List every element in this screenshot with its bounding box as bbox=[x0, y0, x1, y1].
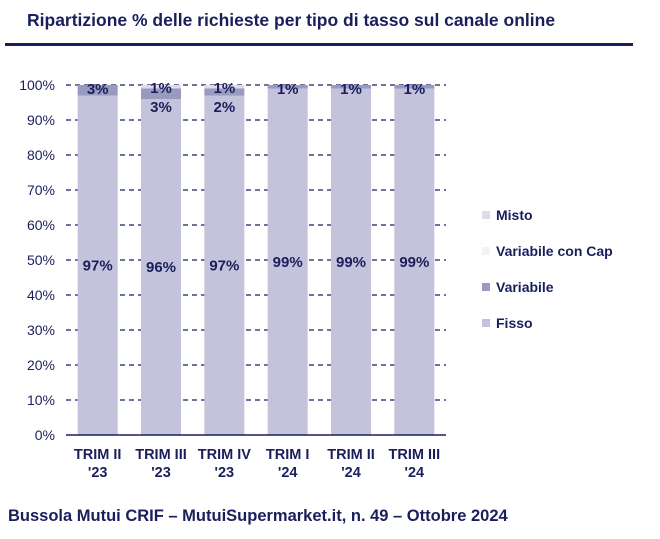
bar-segment-variabile bbox=[267, 85, 308, 89]
legend-item: Variabile con Cap bbox=[482, 242, 613, 260]
data-label-fisso: 99% bbox=[336, 254, 366, 271]
y-tick-label: 60% bbox=[27, 217, 55, 233]
bar-segment-fisso bbox=[141, 99, 181, 435]
y-tick-label: 40% bbox=[27, 287, 55, 303]
y-tick-label: 70% bbox=[27, 182, 55, 198]
x-category-label: TRIM III bbox=[135, 447, 187, 463]
y-tick-label: 80% bbox=[27, 147, 55, 163]
legend-item: Misto bbox=[482, 206, 533, 224]
bar-segment-variabile bbox=[204, 88, 245, 96]
data-label-fisso: 97% bbox=[209, 257, 239, 274]
data-label-fisso: 96% bbox=[146, 259, 176, 276]
x-category-label: TRIM I bbox=[266, 447, 310, 463]
y-tick-label: 20% bbox=[27, 357, 55, 373]
y-tick-label: 50% bbox=[27, 252, 55, 268]
bar-segment-fisso bbox=[394, 88, 435, 435]
bar-segment-variabile bbox=[141, 88, 181, 99]
y-tick-label: 0% bbox=[35, 427, 55, 443]
title-rule bbox=[5, 43, 633, 46]
bar-segment-variabile bbox=[77, 85, 118, 96]
data-label-variabile: 1% bbox=[277, 81, 299, 98]
legend-label: Variabile con Cap bbox=[496, 243, 613, 259]
y-tick-label: 10% bbox=[27, 392, 55, 408]
footer-source: Bussola Mutui CRIF – MutuiSupermarket.it… bbox=[8, 507, 508, 525]
x-category-label: '24 bbox=[278, 465, 298, 481]
legend-item: Variabile bbox=[482, 278, 554, 296]
data-label-variabile: 3% bbox=[87, 81, 109, 98]
legend-label: Fisso bbox=[496, 315, 533, 331]
x-category-label: TRIM IV bbox=[198, 447, 251, 463]
x-category-label: '23 bbox=[151, 465, 171, 481]
bar-segment-fisso bbox=[204, 95, 245, 435]
data-label-fisso: 99% bbox=[399, 254, 429, 271]
bar-segment-misto bbox=[141, 85, 181, 89]
x-category-label: TRIM II bbox=[74, 447, 122, 463]
data-label-fisso: 99% bbox=[273, 254, 303, 271]
legend-label: Misto bbox=[496, 207, 533, 223]
data-label-misto: 1% bbox=[213, 80, 235, 97]
data-label-fisso: 97% bbox=[83, 257, 113, 274]
chart-title: Ripartizione % delle richieste per tipo … bbox=[27, 10, 556, 30]
x-category-label: TRIM II bbox=[327, 447, 375, 463]
bar-segment-variabile bbox=[394, 85, 435, 89]
stacked-bar-chart: 0% 10% 20% 30% 40% 50% 60% 70% 80% 90% 100% 97% 3% TR… bbox=[19, 77, 446, 481]
data-label-misto: 1% bbox=[150, 80, 172, 97]
x-category-label: '24 bbox=[341, 465, 361, 481]
data-label-variabile: 3% bbox=[150, 99, 172, 116]
legend-swatch bbox=[482, 319, 490, 327]
data-label-variabile: 2% bbox=[213, 99, 235, 116]
bar-segment-variabile bbox=[331, 85, 371, 89]
y-tick-label: 90% bbox=[27, 112, 55, 128]
data-label-variabile: 1% bbox=[403, 81, 425, 98]
x-category-label: TRIM III bbox=[389, 447, 441, 463]
legend-swatch bbox=[482, 283, 490, 291]
legend-label: Variabile bbox=[496, 279, 554, 295]
x-category-label: '23 bbox=[88, 465, 108, 481]
data-label-variabile: 1% bbox=[340, 81, 362, 98]
x-category-label: '23 bbox=[215, 465, 235, 481]
bar-segment-fisso bbox=[77, 95, 118, 435]
legend-item: Fisso bbox=[482, 314, 533, 332]
bar-segment-fisso bbox=[331, 88, 371, 435]
bar-segment-fisso bbox=[267, 88, 308, 435]
legend-swatch bbox=[482, 247, 490, 255]
y-tick-label: 100% bbox=[19, 77, 55, 93]
legend-swatch bbox=[482, 211, 490, 219]
bar-segment-misto bbox=[204, 85, 245, 89]
x-category-label: '24 bbox=[405, 465, 425, 481]
y-tick-label: 30% bbox=[27, 322, 55, 338]
